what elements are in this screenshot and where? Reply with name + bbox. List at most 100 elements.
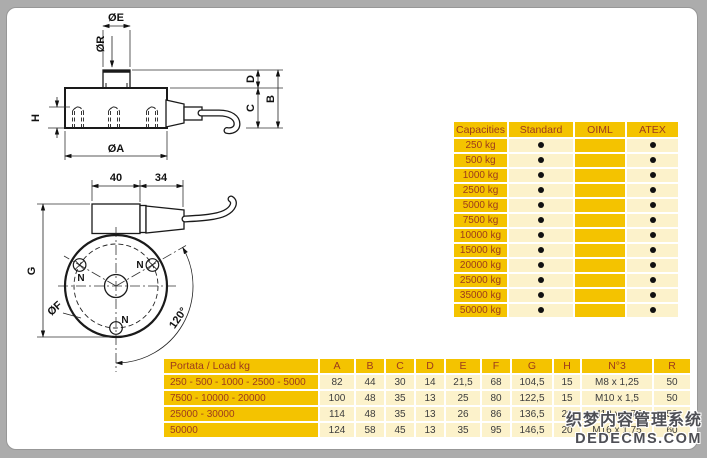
capacity-cell: 25000 kg [454,274,507,287]
atex-cell [627,274,678,287]
atex-dot [649,247,656,254]
capacity-cell: 50000 kg [454,304,507,317]
dimension-value-cell: 14 [416,375,444,389]
dimension-value-cell: M12 x 1,75 [582,407,652,421]
standard-cell [509,199,573,212]
atex-cell [627,214,678,227]
atex-dot [649,157,656,164]
standard-dot [538,247,544,254]
standard-cell [509,154,573,167]
capacity-cell: 250 kg [454,139,507,152]
capacity-cell: 1000 kg [454,169,507,182]
load-range-cell: 25000 - 30000 [164,407,318,421]
dimensions-header: E [446,359,480,373]
standard-cell [509,259,573,272]
dimensions-table: Portata / Load kg A B C D E F G H N°3 R 250 - 500 -… [162,357,692,439]
dimension-value-cell: M8 x 1,25 [582,375,652,389]
atex-dot [649,142,656,149]
capacity-cell: 15000 kg [454,244,507,257]
dimension-value-cell: 48 [356,391,384,405]
standard-dot [538,232,544,239]
standard-dot [538,142,544,149]
dimension-value-cell: 30 [386,375,414,389]
atex-cell [627,304,678,317]
dimension-value-cell: 35 [386,407,414,421]
standard-dot [538,202,544,209]
atex-cell [627,229,678,242]
dimensions-row: 7500 - 10000 - 20000 100 48 35 13 25 80 122,5 15… [164,391,690,405]
standard-dot [538,157,544,164]
oiml-cell [575,184,625,197]
standard-cell [509,244,573,257]
dim-label-40: 40 [110,172,122,184]
oiml-cell [575,229,625,242]
atex-cell [627,169,678,182]
load-range-cell: 250 - 500 - 1000 - 2500 - 5000 [164,375,318,389]
capacities-row: 25000 kg [454,274,678,287]
dim-label-A: ØA [108,143,125,155]
capacities-row: 5000 kg [454,199,678,212]
capacities-header: Standard [509,122,573,137]
dimension-value-cell: 13 [416,407,444,421]
capacities-table: Capacities Standard OIML ATEX 250 kg 500 kg 10… [452,120,680,319]
standard-cell [509,214,573,227]
load-range-cell: 50000 [164,423,318,437]
atex-dot [649,307,656,314]
dimension-value-cell: 80 [482,391,510,405]
dimension-value-cell: 100 [320,391,354,405]
load-cell-top-view: 40 34 [26,172,237,372]
dim-label-R: ØR [95,36,107,53]
oiml-cell [575,169,625,182]
standard-dot [538,277,544,284]
dimension-value-cell: 136,5 [512,407,552,421]
dimension-value-cell: 13 [416,423,444,437]
dimension-value-cell: 114 [320,407,354,421]
standard-cell [509,289,573,302]
standard-dot [538,307,544,314]
dimension-value-cell: 20 [554,407,580,421]
standard-cell [509,229,573,242]
dimension-value-cell: 15 [554,391,580,405]
dimension-value-cell: M16 x 1,75 [582,423,652,437]
dimension-value-cell: 35 [446,423,480,437]
atex-dot [649,292,656,299]
dimension-value-cell: 86 [482,407,510,421]
atex-dot [649,217,656,224]
dimension-value-cell: 58 [356,423,384,437]
capacity-cell: 7500 kg [454,214,507,227]
capacities-header: Capacities [454,122,507,137]
dimensions-header: G [512,359,552,373]
hole-label-n2: N [136,260,143,271]
oiml-cell [575,274,625,287]
dimensions-header: A [320,359,354,373]
dimension-value-cell: 48 [356,407,384,421]
load-cell-side-view: ØE ØR [30,12,283,160]
standard-cell [509,139,573,152]
standard-dot [538,262,544,269]
oiml-cell [575,304,625,317]
oiml-cell [575,139,625,152]
dim-label-F: ØF [45,299,65,318]
dim-label-B: B [265,95,277,103]
dimensions-header: N°3 [582,359,652,373]
atex-dot [649,232,656,239]
capacities-row: 500 kg [454,154,678,167]
dimension-value-cell: 44 [356,375,384,389]
capacity-cell: 10000 kg [454,229,507,242]
dimension-value-cell: 50 [654,391,690,405]
dimensions-header: F [482,359,510,373]
capacities-row: 2500 kg [454,184,678,197]
dimension-value-cell: 60 [654,423,690,437]
standard-cell [509,184,573,197]
atex-dot [649,187,656,194]
dimensions-header: Portata / Load kg [164,359,318,373]
oiml-cell [575,214,625,227]
watermark: 织梦内容管理系统 DEDECMS.COM [566,412,702,448]
angle-label-120: 120° [167,306,190,332]
oiml-cell [575,244,625,257]
watermark-line1: 织梦内容管理系统 [565,412,702,429]
dimensions-header: D [416,359,444,373]
dimension-value-cell: 124 [320,423,354,437]
dim-label-D: D [245,75,257,83]
atex-cell [627,259,678,272]
